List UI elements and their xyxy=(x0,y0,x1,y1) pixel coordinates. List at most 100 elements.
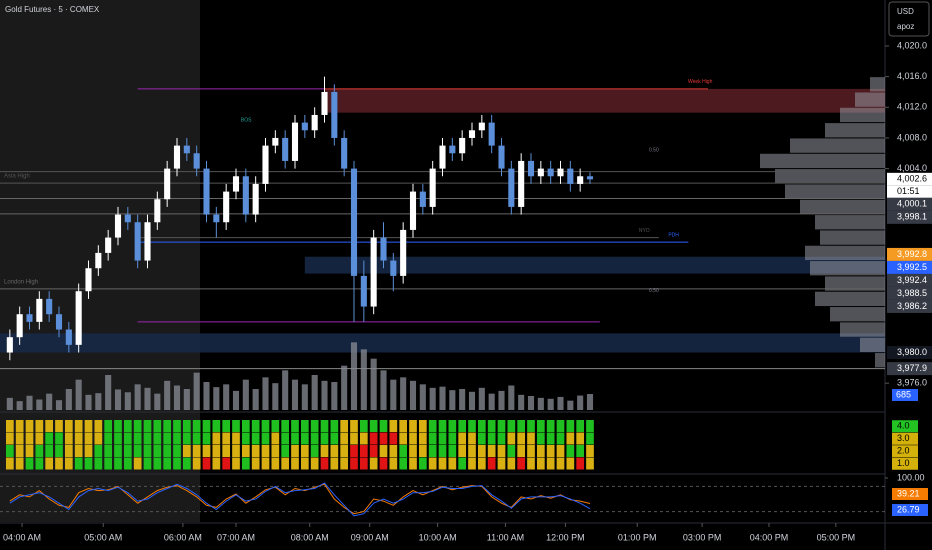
heatmap-cell xyxy=(55,432,63,445)
heatmap-label: 4.0 xyxy=(897,421,910,431)
heatmap-cell xyxy=(15,432,24,445)
heatmap-cell xyxy=(369,432,378,445)
heatmap-cell xyxy=(409,432,417,445)
heatmap-cell xyxy=(566,445,575,457)
candle-body xyxy=(449,145,456,154)
volume-bar xyxy=(301,384,308,410)
y-tick-label: 4,012.0 xyxy=(897,102,927,112)
candle-body xyxy=(439,145,446,169)
candle-body xyxy=(282,137,289,161)
heatmap-cell xyxy=(586,432,594,445)
volume-bar xyxy=(488,393,495,410)
heatmap-cell xyxy=(45,445,54,457)
level-label: PDH xyxy=(668,232,679,238)
candle-body xyxy=(114,214,122,238)
x-tick-label: 10:00 AM xyxy=(419,532,457,542)
heatmap-cell xyxy=(546,432,555,445)
heatmap-cell xyxy=(55,457,63,470)
profile-bar xyxy=(840,322,885,337)
level-label: Week High xyxy=(688,79,713,85)
heatmap-cell xyxy=(536,457,545,470)
price-label-box xyxy=(887,210,932,224)
heatmap-cell xyxy=(163,445,172,457)
heatmap-cell xyxy=(212,457,221,470)
heatmap-cell xyxy=(55,445,63,457)
heatmap-cell xyxy=(133,445,142,457)
candle-body xyxy=(6,337,13,353)
candle-body xyxy=(242,176,249,215)
annotation: BOS xyxy=(241,118,252,124)
heatmap-cell xyxy=(546,420,555,432)
candle-body xyxy=(95,252,102,269)
heatmap-cell xyxy=(507,432,516,445)
heatmap-cell xyxy=(182,432,191,445)
heatmap-cell xyxy=(438,457,447,470)
heatmap-cell xyxy=(232,445,240,457)
heatmap-cell xyxy=(291,445,299,457)
heatmap-cell xyxy=(399,457,408,470)
candle-body xyxy=(380,237,387,261)
heatmap-cell xyxy=(64,445,73,457)
heatmap-cell xyxy=(222,420,231,432)
heatmap-cell xyxy=(310,432,319,445)
volume-bar xyxy=(321,380,328,410)
heatmap-cell xyxy=(517,457,526,470)
profile-bar xyxy=(875,353,885,368)
heatmap-cell xyxy=(45,420,54,432)
heatmap-cell xyxy=(418,457,427,470)
x-tick-label: 07:00 AM xyxy=(217,532,255,542)
heatmap-cell xyxy=(192,432,201,445)
volume-bar xyxy=(282,370,289,410)
volume-bar xyxy=(6,397,13,410)
heatmap-cell xyxy=(35,445,44,457)
heatmap-cell xyxy=(94,457,103,470)
heatmap-cell xyxy=(104,420,113,432)
level-label: Asia High xyxy=(4,174,30,180)
heatmap-cell xyxy=(418,445,427,457)
heatmap-cell xyxy=(428,420,437,432)
volume-bar xyxy=(527,396,535,410)
heatmap-cell xyxy=(84,432,93,445)
heatmap-cell xyxy=(35,420,44,432)
x-tick-label: 12:00 PM xyxy=(546,532,585,542)
y-tick-label: 3,976.0 xyxy=(897,378,927,388)
heatmap-cell xyxy=(586,445,594,457)
price-label-box xyxy=(887,362,932,376)
heatmap-cell xyxy=(330,420,339,432)
heatmap-cell xyxy=(291,457,299,470)
heatmap-cell xyxy=(300,420,309,432)
volume-bar xyxy=(567,400,574,410)
heatmap-cell xyxy=(468,420,476,432)
heatmap-cell xyxy=(202,420,211,432)
heatmap-cell xyxy=(369,457,378,470)
candle-body xyxy=(105,237,112,253)
volume-bar xyxy=(360,349,367,410)
volume-bar xyxy=(223,384,230,410)
heatmap-cell xyxy=(330,445,339,457)
volume-bar xyxy=(262,377,269,410)
heatmap-cell xyxy=(458,420,467,432)
x-tick-label: 08:00 AM xyxy=(291,532,329,542)
heatmap-cell xyxy=(143,457,152,470)
candle-body xyxy=(321,91,328,115)
level-label: NYO xyxy=(639,228,650,234)
heatmap-cell xyxy=(5,432,14,445)
heatmap-cell xyxy=(84,457,93,470)
profile-bar xyxy=(760,153,885,169)
volume-bar xyxy=(173,385,181,410)
x-tick-label: 01:00 PM xyxy=(618,532,657,542)
heatmap-cell xyxy=(104,445,113,457)
heatmap-cell xyxy=(576,445,585,457)
heatmap-cell xyxy=(202,457,211,470)
heatmap-cell xyxy=(35,432,44,445)
currency-box[interactable] xyxy=(888,1,930,37)
x-tick-label: 04:00 AM xyxy=(3,532,41,542)
volume-bar xyxy=(409,380,417,410)
volume-bar xyxy=(183,389,190,410)
heatmap-cell xyxy=(320,445,329,457)
volume-bar xyxy=(193,372,200,410)
heatmap-cell xyxy=(173,432,181,445)
heatmap-cell xyxy=(586,457,594,470)
candle-body xyxy=(459,137,466,154)
volume-bar xyxy=(105,375,112,410)
